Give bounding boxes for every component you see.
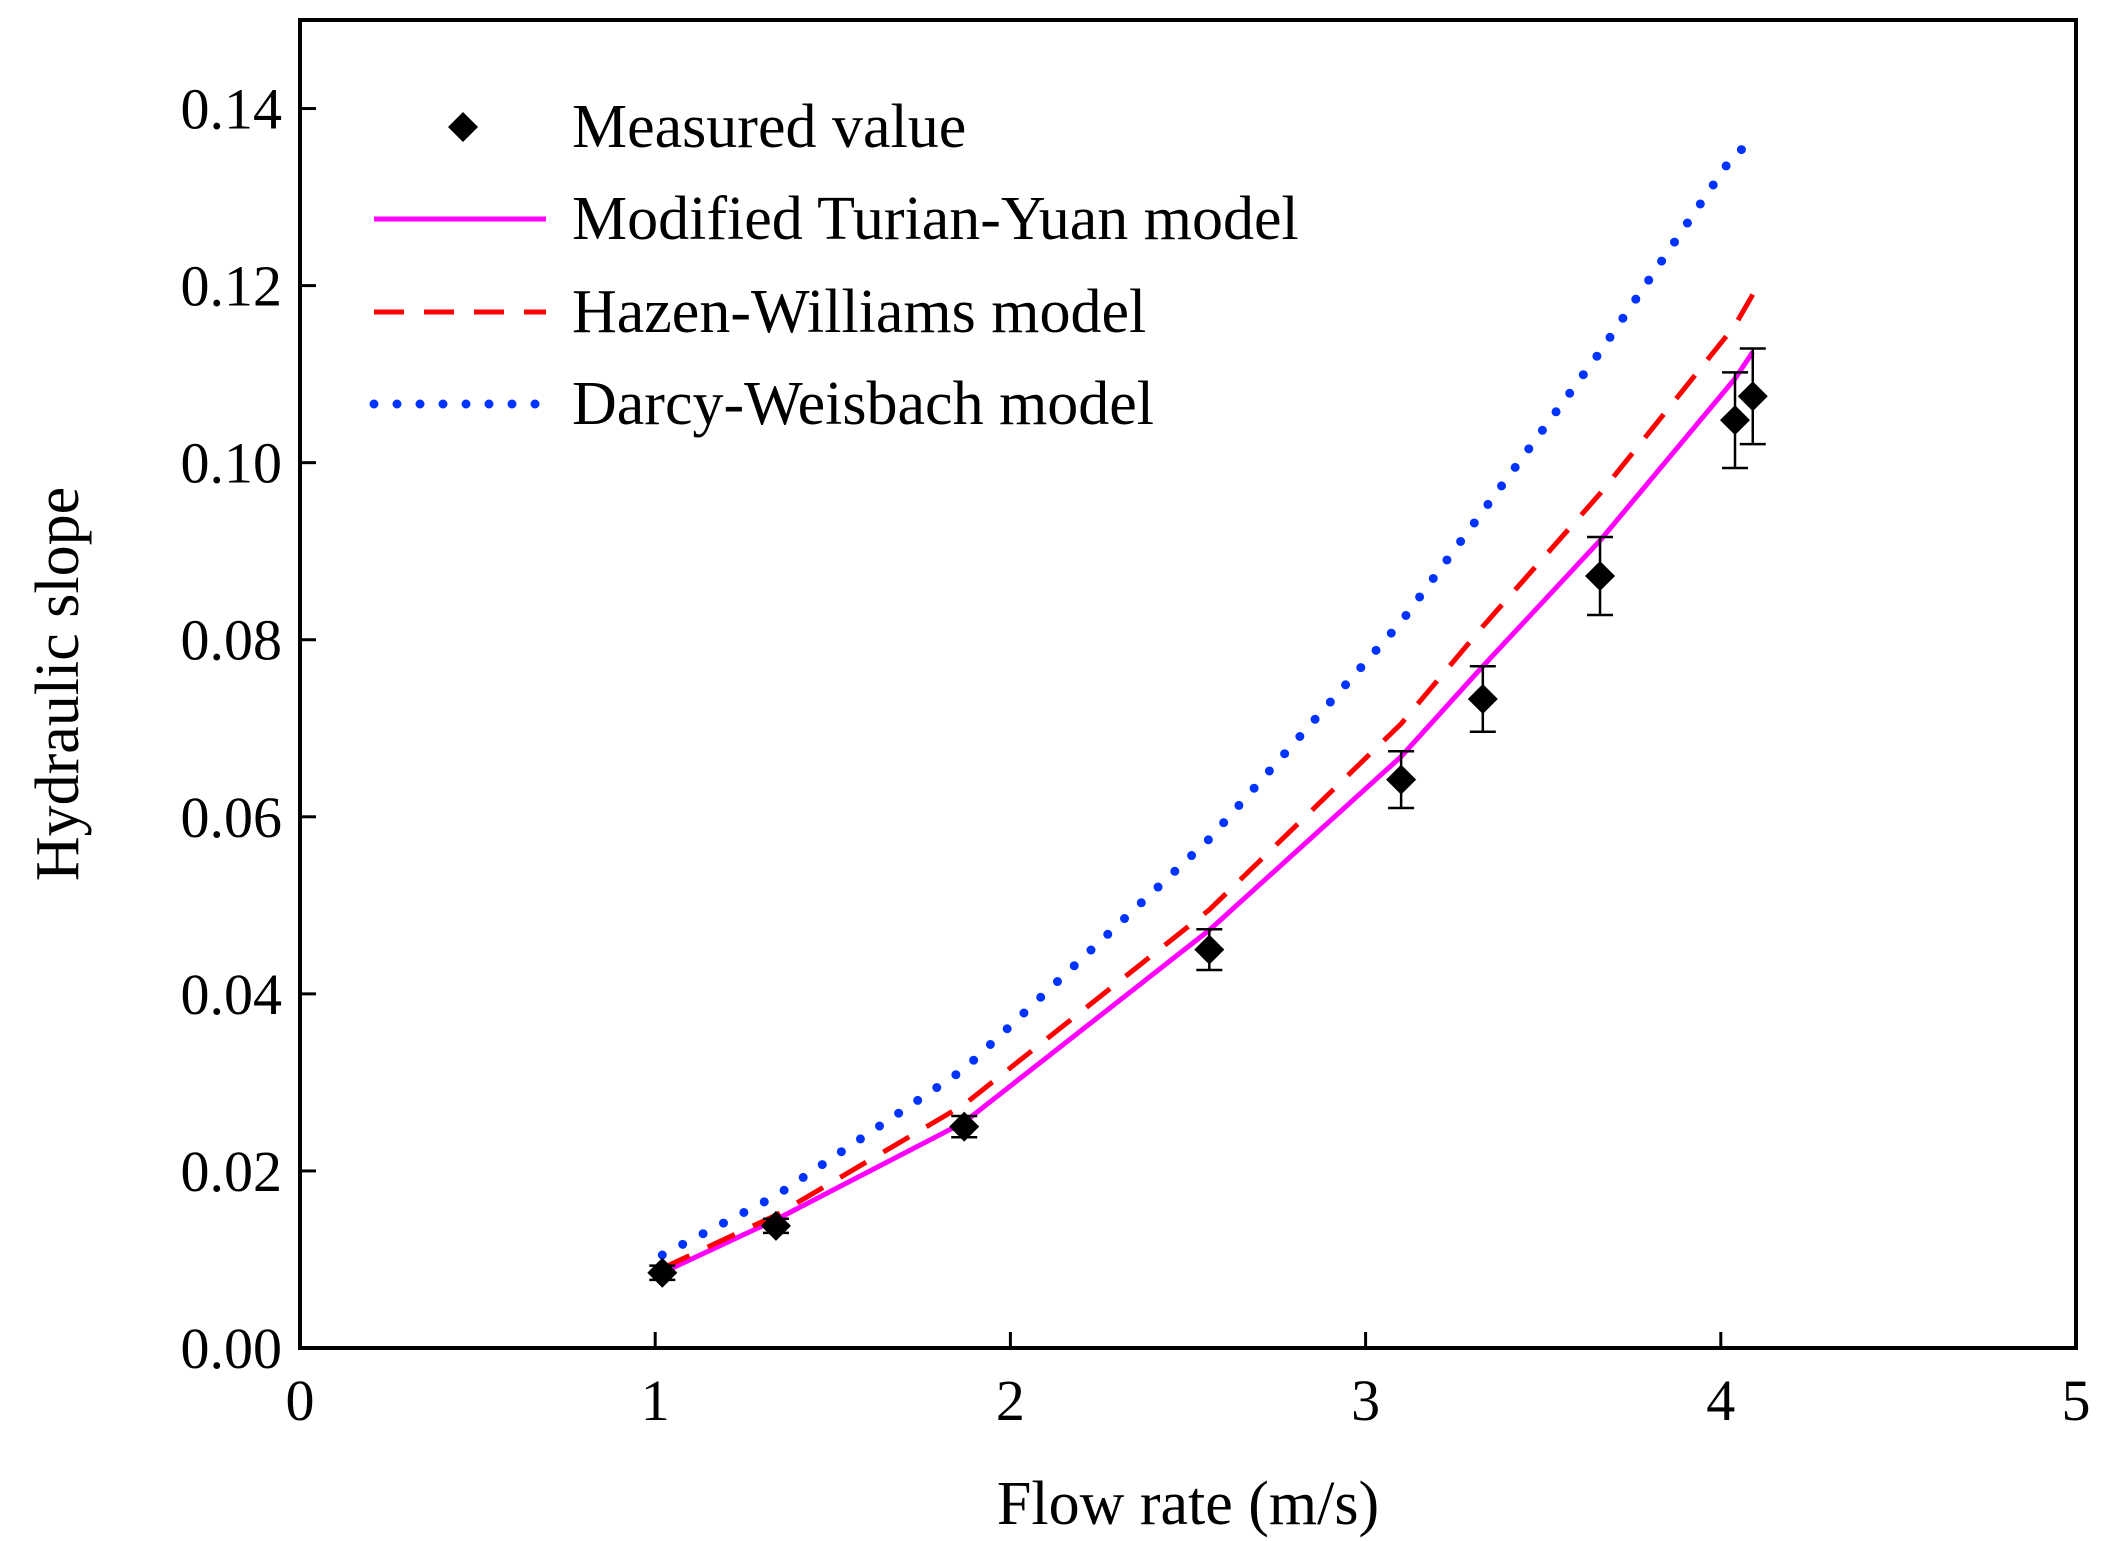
x-tick-label: 5 <box>2062 1368 2091 1433</box>
measured-point <box>1467 684 1498 715</box>
x-tick-label: 4 <box>1706 1368 1735 1433</box>
series-line-1 <box>661 350 1755 1275</box>
x-tick-label: 1 <box>641 1368 670 1433</box>
y-tick-label: 0.04 <box>181 962 283 1027</box>
x-tick-label: 0 <box>286 1368 315 1433</box>
legend-label-2: Hazen-Williams model <box>572 278 1146 346</box>
legend-label-measured: Measured value <box>572 93 966 161</box>
measured-point <box>1194 934 1225 965</box>
legend: Measured value Modified Turian-Yuan model… <box>369 93 1299 438</box>
axis-ticks: 0 1 2 3 4 5 0.00 0.02 0.04 0.06 0.08 0.10 0.12 0.14 <box>181 77 2091 1433</box>
y-tick-label: 0.08 <box>181 608 283 673</box>
measured-point <box>647 1257 678 1288</box>
measured-layer <box>647 347 1768 1288</box>
x-axis-title: Flow rate (m/s) <box>997 1470 1379 1538</box>
y-axis-title: Hydraulic slope <box>24 487 92 881</box>
y-tick-label: 0.00 <box>181 1316 283 1381</box>
y-tick-label: 0.10 <box>181 431 283 496</box>
plot-frame <box>298 18 2078 1350</box>
measured-point <box>760 1210 791 1241</box>
x-tick-label: 3 <box>1351 1368 1380 1433</box>
y-tick-label: 0.12 <box>181 254 283 319</box>
series-line-3 <box>657 139 1758 1260</box>
measured-point <box>1585 560 1616 591</box>
measured-point <box>1737 381 1768 412</box>
legend-marker-measured <box>448 112 478 142</box>
y-tick-label: 0.02 <box>181 1139 283 1204</box>
x-tick-label: 2 <box>996 1368 1025 1433</box>
y-tick-label: 0.14 <box>181 77 283 142</box>
measured-point <box>1720 405 1751 436</box>
y-tick-label: 0.06 <box>181 785 283 850</box>
legend-label-1: Modified Turian-Yuan model <box>572 185 1299 253</box>
measured-point <box>949 1111 980 1142</box>
series-line-2 <box>661 293 1755 1271</box>
measured-point <box>1386 764 1417 795</box>
legend-label-3: Darcy-Weisbach model <box>572 370 1154 438</box>
